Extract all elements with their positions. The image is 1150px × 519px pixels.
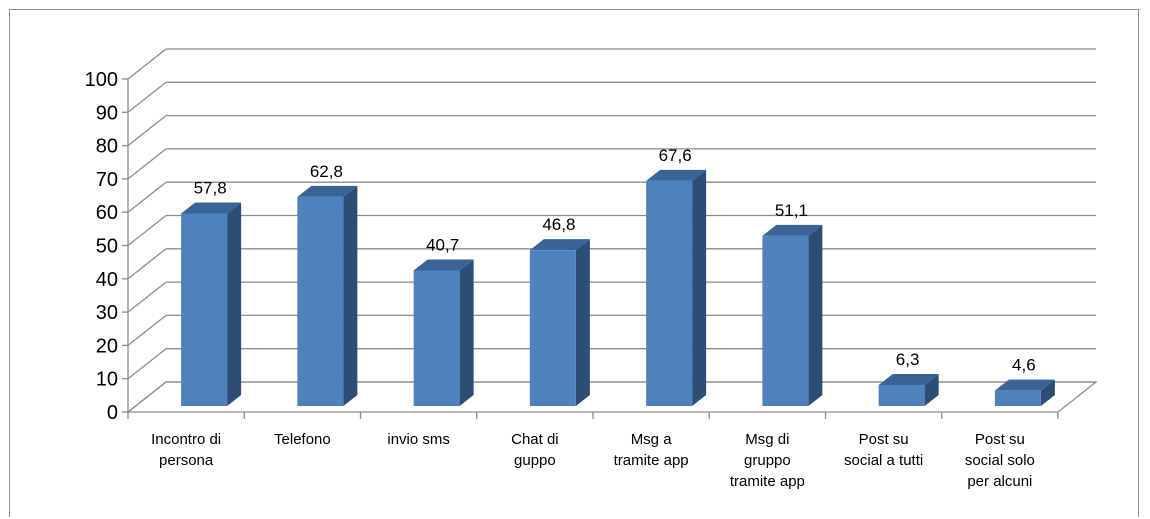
bar <box>297 186 357 406</box>
data-label: 4,6 <box>1012 356 1036 375</box>
bar-front <box>762 236 808 406</box>
bar-front <box>879 385 925 406</box>
bar-side <box>576 239 590 406</box>
side-wall-gridline <box>128 249 166 279</box>
side-wall-gridline <box>128 216 166 246</box>
grid-layer <box>128 49 1096 412</box>
side-wall-gridline <box>128 49 166 79</box>
floor <box>128 382 1096 412</box>
bar-side <box>692 170 706 406</box>
bar <box>646 170 706 406</box>
bar <box>530 239 590 406</box>
y-tick-label: 70 <box>96 169 118 191</box>
bar-front <box>995 391 1041 406</box>
data-label: 40,7 <box>426 235 459 254</box>
bar-side <box>808 225 822 406</box>
side-wall-gridline <box>128 116 166 146</box>
side-wall-gridline <box>128 349 166 379</box>
bar-front <box>530 250 576 406</box>
side-wall-gridline <box>128 315 166 345</box>
category-label: Telefono <box>274 431 331 448</box>
bar-front <box>297 197 343 406</box>
category-label: Chat di guppo <box>511 431 559 469</box>
y-tick-label: 20 <box>96 335 118 357</box>
data-label: 62,8 <box>310 162 343 181</box>
y-tick-label: 0 <box>107 402 118 424</box>
side-wall-gridline <box>128 149 166 179</box>
bar-side <box>343 186 357 406</box>
y-tick-label: 50 <box>96 236 118 258</box>
data-label: 57,8 <box>194 179 227 198</box>
y-tick-label: 10 <box>96 369 118 391</box>
bar-front <box>181 214 227 406</box>
bar-front <box>414 270 460 406</box>
y-tick-label: 30 <box>96 302 118 324</box>
bar-layer <box>181 170 1055 406</box>
bar-side <box>227 203 241 406</box>
y-tick-label: 90 <box>96 102 118 124</box>
bar <box>414 259 474 406</box>
bar <box>879 374 939 406</box>
category-label: Post su social a tutti <box>844 431 923 469</box>
bar <box>762 225 822 406</box>
category-label: Incontro di persona <box>151 431 221 469</box>
category-label: invio sms <box>387 431 450 448</box>
y-tick-label: 100 <box>85 69 118 91</box>
bar-front <box>646 181 692 406</box>
bar-side <box>460 259 474 406</box>
y-tick-label: 80 <box>96 136 118 158</box>
bar <box>995 380 1055 406</box>
data-label: 6,3 <box>896 350 920 369</box>
category-label: Msg di gruppo tramite app <box>730 431 805 490</box>
y-tick-label: 40 <box>96 269 118 291</box>
data-label: 46,8 <box>542 215 575 234</box>
category-label: Msg a tramite app <box>614 431 689 469</box>
side-wall-gridline <box>128 82 166 112</box>
data-label: 51,1 <box>775 201 808 220</box>
label-layer: 57,8 Incontro di persona 62,8 Telefono 40,7 in… <box>151 146 1036 490</box>
side-wall-gridline <box>128 282 166 312</box>
y-tick-label: 60 <box>96 202 118 224</box>
category-label: Post su social solo per alcuni <box>965 431 1035 490</box>
data-label: 67,6 <box>659 146 692 165</box>
bar <box>181 203 241 406</box>
side-wall-gridline <box>128 182 166 212</box>
